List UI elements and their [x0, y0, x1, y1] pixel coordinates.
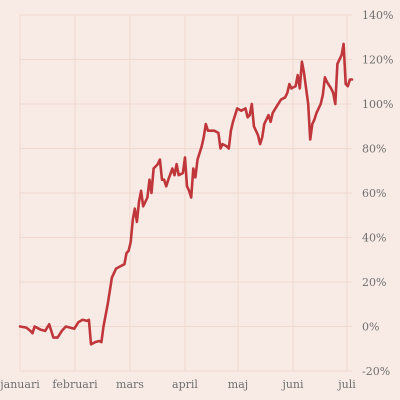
x-tick-label: maj — [228, 378, 248, 391]
y-tick-label: 0% — [362, 321, 379, 334]
y-tick-label: 80% — [362, 143, 386, 156]
y-tick-label: 40% — [362, 232, 386, 245]
x-tick-label: februari — [52, 378, 98, 391]
grid — [19, 14, 352, 372]
x-tick-label: juli — [336, 378, 356, 391]
y-tick-label: 140% — [362, 9, 393, 22]
x-tick-label: mars — [116, 378, 144, 391]
x-axis-ticks: januari februari mars april maj juni juli — [0, 378, 356, 391]
series-layer — [18, 42, 354, 346]
y-tick-label: 20% — [362, 276, 386, 289]
x-tick-label: juni — [280, 378, 304, 391]
y-tick-label: -20% — [362, 365, 390, 378]
x-tick-label: januari — [0, 378, 40, 391]
y-tick-label: 60% — [362, 187, 386, 200]
series-line — [18, 42, 354, 346]
y-tick-label: 100% — [362, 98, 393, 111]
y-axis-ticks: 140% 120% 100% 80% 60% 40% 20% 0% -20% — [362, 9, 393, 378]
x-tick-label: april — [172, 378, 198, 391]
y-tick-label: 120% — [362, 54, 393, 67]
